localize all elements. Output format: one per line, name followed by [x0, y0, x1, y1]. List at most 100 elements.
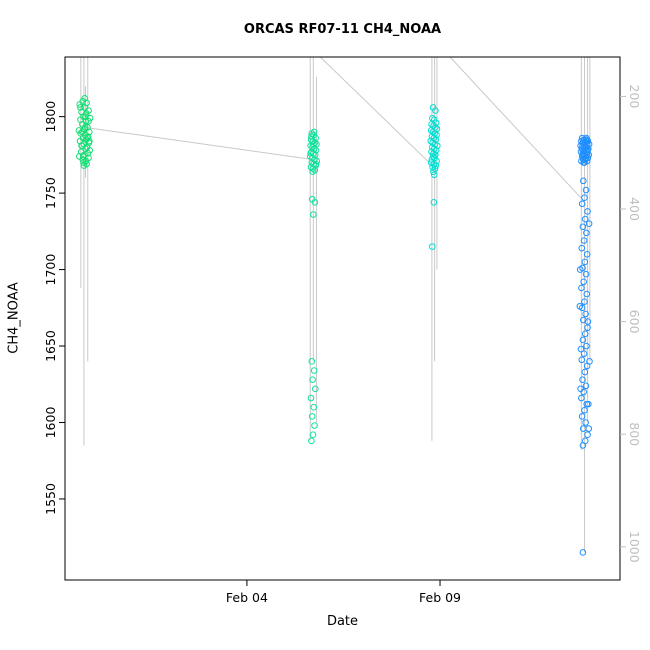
y-tick-label: 1800: [43, 101, 58, 133]
data-point: [584, 208, 591, 215]
plot-border: [64, 56, 621, 581]
data-point: [309, 168, 316, 175]
data-point: [81, 94, 88, 102]
data-point: [578, 134, 586, 142]
data-point: [581, 258, 589, 266]
y-tick-label: 1700: [43, 254, 58, 286]
data-point: [79, 128, 86, 136]
data-point: [580, 159, 587, 166]
data-point: [579, 142, 586, 149]
data-point: [312, 160, 320, 168]
data-point: [310, 211, 317, 218]
data-point: [580, 350, 588, 357]
data-point: [86, 114, 94, 122]
series-cluster-3: [427, 104, 441, 250]
data-point: [586, 358, 593, 365]
data-point: [583, 229, 590, 237]
data-point: [585, 400, 592, 408]
gray-line-segment: [84, 126, 313, 160]
data-point: [580, 316, 587, 324]
y-tick-label: 1750: [43, 177, 58, 209]
data-point: [308, 133, 315, 140]
data-point: [307, 394, 315, 402]
data-point: [577, 148, 585, 156]
data-point: [583, 137, 591, 145]
data-point: [578, 394, 585, 402]
data-point: [306, 153, 314, 160]
data-point: [578, 200, 586, 208]
data-point: [578, 284, 585, 292]
data-point: [579, 549, 587, 556]
series-cluster-1: [75, 94, 94, 169]
data-point: [79, 156, 87, 163]
data-point: [82, 110, 90, 117]
data-point: [309, 376, 316, 383]
right-tick-label: 600: [627, 310, 642, 334]
series-cluster-2: [306, 128, 321, 445]
data-point: [584, 318, 592, 325]
data-point: [582, 310, 589, 318]
x-axis-label: Date: [326, 614, 359, 629]
data-point: [428, 243, 436, 250]
data-point: [311, 385, 319, 393]
data-point: [310, 403, 318, 411]
data-point: [579, 442, 587, 449]
data-point: [580, 278, 587, 286]
data-point: [84, 150, 92, 157]
data-point: [307, 150, 314, 157]
data-point: [577, 385, 584, 393]
data-point: [428, 114, 436, 122]
gray-line-segment: [319, 56, 433, 166]
data-point: [432, 162, 440, 169]
data-point: [581, 368, 589, 376]
data-point: [432, 107, 439, 114]
data-point: [576, 266, 584, 273]
data-point: [578, 145, 586, 153]
data-point: [581, 156, 589, 163]
data-point: [430, 171, 438, 179]
data-point: [430, 168, 437, 175]
data-point: [579, 336, 587, 344]
data-point: [430, 150, 437, 157]
series-cluster-4: [576, 134, 593, 556]
data-point: [80, 162, 88, 169]
data-point: [308, 413, 316, 420]
data-point: [584, 146, 591, 154]
y-tick-label: 1650: [43, 330, 58, 362]
data-point: [310, 367, 318, 374]
y-tick-label: 1600: [43, 407, 58, 439]
y-axis-label: CH4_NOAA: [6, 282, 22, 354]
data-point: [78, 142, 85, 149]
data-point: [311, 198, 319, 206]
data-point: [581, 215, 589, 223]
data-point: [583, 290, 591, 298]
data-point: [583, 250, 591, 258]
data-point: [309, 165, 317, 172]
data-point: [582, 186, 590, 194]
right-tick-label: 1000: [627, 531, 642, 563]
data-point: [578, 244, 586, 252]
data-point: [578, 356, 586, 364]
right-tick-label: 800: [627, 422, 642, 446]
data-point: [80, 159, 87, 166]
data-point: [580, 237, 588, 244]
data-point: [581, 298, 588, 305]
data-point: [86, 128, 93, 136]
data-point: [430, 198, 438, 206]
data-point: [309, 431, 317, 439]
data-point: [577, 345, 585, 353]
chart-title: ORCAS RF07-11 CH4_NOAA: [243, 22, 442, 37]
data-point: [579, 223, 587, 231]
data-point: [579, 376, 586, 383]
data-point: [427, 137, 435, 145]
x-tick-label: Feb 09: [419, 590, 461, 605]
data-point: [582, 270, 590, 278]
data-point: [86, 137, 93, 145]
data-point: [578, 413, 586, 420]
data-point: [583, 134, 590, 142]
right-tick-label: 400: [627, 197, 642, 221]
data-point: [576, 302, 584, 310]
data-point: [430, 160, 438, 168]
